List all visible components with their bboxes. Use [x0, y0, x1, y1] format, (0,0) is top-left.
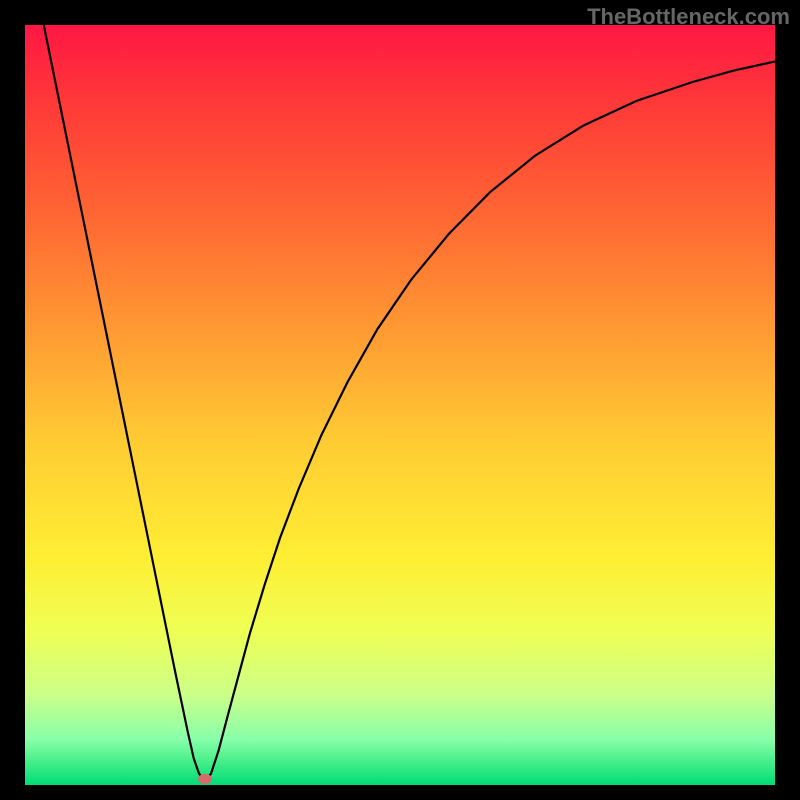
watermark-text: TheBottleneck.com	[587, 4, 790, 30]
chart-container: TheBottleneck.com	[0, 0, 800, 800]
chart-svg	[25, 25, 775, 785]
plot-area	[25, 25, 775, 785]
optimal-marker	[198, 774, 212, 784]
gradient-background	[25, 25, 775, 785]
